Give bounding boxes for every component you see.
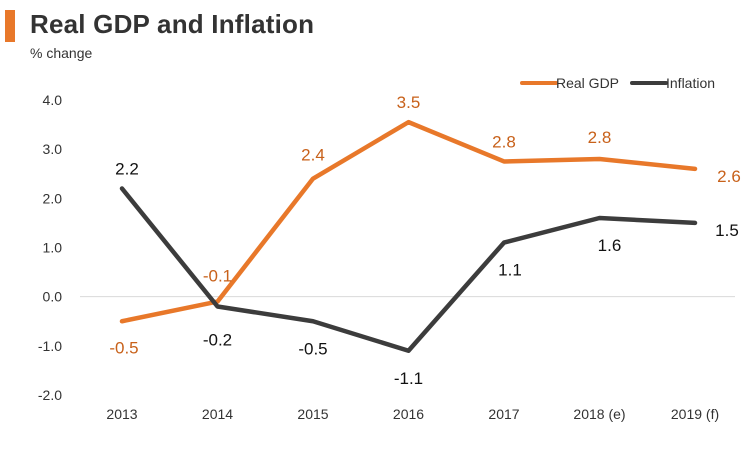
legend-label-inflation: Inflation (666, 75, 715, 91)
y-tick-label: 2.0 (43, 190, 63, 206)
data-label-inflation: -1.1 (394, 369, 423, 388)
y-tick-label: -2.0 (38, 387, 62, 403)
chart-subtitle: % change (30, 45, 93, 61)
y-axis: 4.0 3.0 2.0 1.0 0.0 -1.0 -2.0 (38, 92, 62, 403)
y-tick-label: -1.0 (38, 338, 62, 354)
x-tick-label: 2014 (202, 406, 233, 422)
x-tick-label: 2013 (106, 406, 137, 422)
x-axis: 2013 2014 2015 2016 2017 2018 (e) 2019 (f) (106, 406, 719, 422)
legend: Real GDP Inflation (520, 75, 715, 91)
data-label-inflation: 1.1 (498, 261, 522, 280)
data-label-real-gdp: 2.4 (301, 146, 325, 165)
x-tick-label: 2019 (f) (671, 406, 719, 422)
data-labels: -0.5 -0.1 2.4 3.5 2.8 2.8 2.6 2.2 -0.2 -0.5 -1.1 1.… (109, 93, 740, 388)
series-line-real-gdp (119, 119, 698, 324)
x-tick-label: 2015 (297, 406, 328, 422)
x-tick-label: 2016 (393, 406, 424, 422)
x-tick-label: 2017 (488, 406, 519, 422)
legend-label-real-gdp: Real GDP (556, 75, 619, 91)
x-tick-label: 2018 (e) (573, 406, 625, 422)
data-label-real-gdp: 3.5 (397, 93, 421, 112)
data-label-inflation: -0.5 (298, 339, 327, 358)
series-line-inflation (119, 186, 698, 353)
title-accent-bar (5, 10, 15, 42)
chart-title: Real GDP and Inflation (30, 9, 315, 39)
data-label-real-gdp: 2.6 (717, 167, 741, 186)
data-label-inflation: -0.2 (203, 331, 232, 350)
series-group (119, 119, 698, 353)
y-tick-label: 1.0 (43, 240, 63, 256)
y-tick-label: 3.0 (43, 141, 63, 157)
data-label-inflation: 1.5 (715, 221, 739, 240)
data-label-real-gdp: 2.8 (588, 128, 612, 147)
data-label-real-gdp: -0.5 (109, 338, 138, 357)
data-label-inflation: 2.2 (115, 160, 139, 179)
y-tick-label: 0.0 (43, 289, 63, 305)
data-label-inflation: 1.6 (598, 236, 622, 255)
data-label-real-gdp: -0.1 (203, 267, 232, 286)
y-tick-label: 4.0 (43, 92, 63, 108)
data-label-real-gdp: 2.8 (492, 132, 516, 151)
